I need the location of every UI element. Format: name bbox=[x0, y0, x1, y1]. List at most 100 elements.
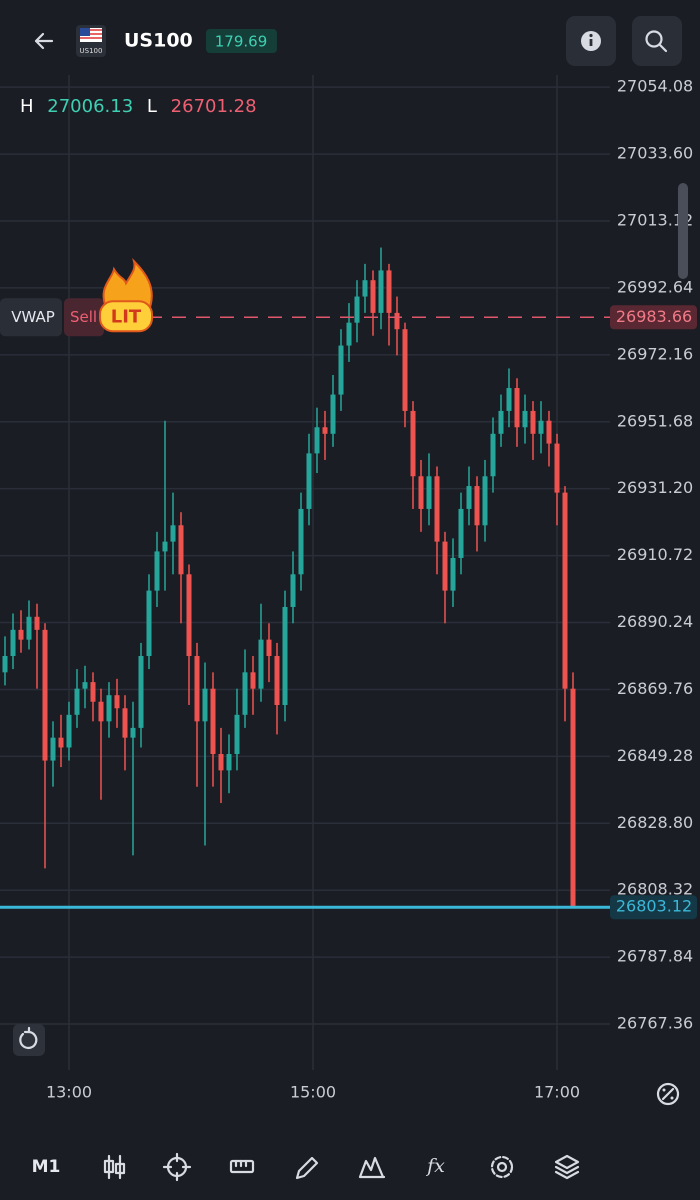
price-label: 26803.12 bbox=[616, 897, 692, 916]
candle-body bbox=[482, 476, 488, 526]
candle-body bbox=[354, 296, 360, 323]
candle-body bbox=[570, 688, 576, 908]
y-tick-label: 27033.60 bbox=[617, 144, 693, 163]
candle-body bbox=[362, 280, 368, 297]
change-badge bbox=[206, 29, 277, 53]
candle-body bbox=[274, 655, 280, 706]
candle-body bbox=[562, 492, 568, 689]
candle-body bbox=[154, 551, 160, 591]
vwap-price-box bbox=[610, 305, 697, 330]
x-tick-label: 13:00 bbox=[46, 1083, 92, 1102]
candle-body bbox=[546, 420, 552, 444]
draw-button[interactable] bbox=[295, 1156, 319, 1180]
candles bbox=[2, 247, 576, 908]
candle-body bbox=[98, 701, 104, 722]
candle-body bbox=[314, 427, 320, 454]
low-value: 26701.28 bbox=[171, 96, 257, 117]
candle-body bbox=[202, 688, 208, 722]
layers-button[interactable] bbox=[554, 1154, 580, 1180]
candle-body bbox=[186, 574, 192, 656]
candle-body bbox=[378, 270, 384, 313]
reset-button[interactable] bbox=[13, 1024, 45, 1056]
candle-body bbox=[250, 672, 256, 689]
candle-body bbox=[402, 329, 408, 411]
candle-body bbox=[506, 388, 512, 411]
candle-body bbox=[74, 688, 80, 715]
candle-body bbox=[290, 574, 296, 607]
candle-body bbox=[490, 433, 496, 477]
candle-body bbox=[458, 508, 464, 558]
candle-body bbox=[18, 629, 24, 640]
y-tick-label: 26972.16 bbox=[617, 344, 693, 363]
candle-body bbox=[298, 508, 304, 575]
candle-body bbox=[122, 708, 128, 738]
timeframe-button[interactable]: M1 bbox=[32, 1157, 61, 1177]
back-button[interactable] bbox=[34, 32, 54, 50]
candle-body bbox=[210, 688, 216, 755]
candle-body bbox=[178, 525, 184, 575]
y-tick-label: 27013.12 bbox=[617, 210, 693, 229]
candle-body bbox=[258, 639, 264, 689]
candle-body bbox=[226, 754, 232, 771]
candle-body bbox=[218, 754, 224, 771]
candle-body bbox=[90, 682, 96, 702]
candle-body bbox=[322, 427, 328, 434]
info-button[interactable] bbox=[566, 16, 616, 66]
x-tick-label: 17:00 bbox=[534, 1083, 580, 1102]
candle-body bbox=[138, 655, 144, 728]
chart-type-button[interactable] bbox=[103, 1154, 126, 1180]
candle-body bbox=[66, 714, 72, 748]
y-tick-label: 26849.28 bbox=[617, 746, 693, 765]
y-tick-label: 27054.08 bbox=[617, 77, 693, 96]
y-tick-label: 26787.84 bbox=[617, 947, 693, 966]
candle-body bbox=[42, 629, 48, 761]
candle-body bbox=[170, 525, 176, 542]
percent-button[interactable] bbox=[656, 1082, 680, 1106]
candle-body bbox=[530, 410, 536, 434]
high-label: H bbox=[20, 96, 34, 117]
candle-body bbox=[554, 443, 560, 493]
grid: 27054.08 27033.60 27013.12 26992.64 26972.16… bbox=[0, 75, 693, 1102]
candle-body bbox=[234, 714, 240, 755]
flag: US100 bbox=[76, 25, 106, 57]
candle-body bbox=[474, 486, 480, 526]
ruler-button[interactable] bbox=[229, 1159, 255, 1174]
candle-body bbox=[498, 410, 504, 434]
y-tick-label: 26992.64 bbox=[617, 277, 693, 296]
y-tick-label: 26767.36 bbox=[617, 1014, 693, 1033]
candle-body bbox=[266, 639, 272, 656]
sticker-box bbox=[99, 300, 153, 333]
candle-body bbox=[538, 420, 544, 434]
candle-body bbox=[106, 695, 112, 722]
fx-button[interactable]: fx bbox=[425, 1155, 445, 1177]
search-button[interactable] bbox=[632, 16, 682, 66]
candle-body bbox=[242, 672, 248, 715]
candle-body bbox=[82, 682, 88, 689]
vwap-label-box bbox=[0, 298, 62, 337]
change-value: 179.69 bbox=[215, 33, 268, 51]
candle-body bbox=[338, 345, 344, 395]
candle-body bbox=[330, 394, 336, 434]
candle-body bbox=[410, 410, 416, 477]
sticker-text: LIT bbox=[111, 306, 142, 327]
flag-label: US100 bbox=[80, 47, 103, 55]
scrollbar[interactable] bbox=[678, 183, 688, 279]
candle-body bbox=[162, 541, 168, 552]
candle-body bbox=[386, 270, 392, 313]
overlay: VWAP Sell LIT 26983.66 26803.12 bbox=[0, 258, 697, 920]
indicator-button[interactable] bbox=[358, 1156, 386, 1179]
candle-body bbox=[130, 727, 136, 738]
crosshair-button[interactable] bbox=[162, 1152, 192, 1182]
candle-body bbox=[442, 541, 448, 591]
y-tick-label: 26890.24 bbox=[617, 612, 693, 631]
candle-body bbox=[450, 557, 456, 591]
candle-body bbox=[418, 476, 424, 509]
candle-body bbox=[58, 737, 64, 748]
vwap-price-label: 26983.66 bbox=[616, 307, 692, 326]
high-value: 27006.13 bbox=[47, 96, 133, 117]
candle-body bbox=[146, 590, 152, 656]
candle-body bbox=[434, 476, 440, 542]
settings-button[interactable] bbox=[490, 1155, 514, 1179]
y-tick-label: 26931.20 bbox=[617, 478, 693, 497]
